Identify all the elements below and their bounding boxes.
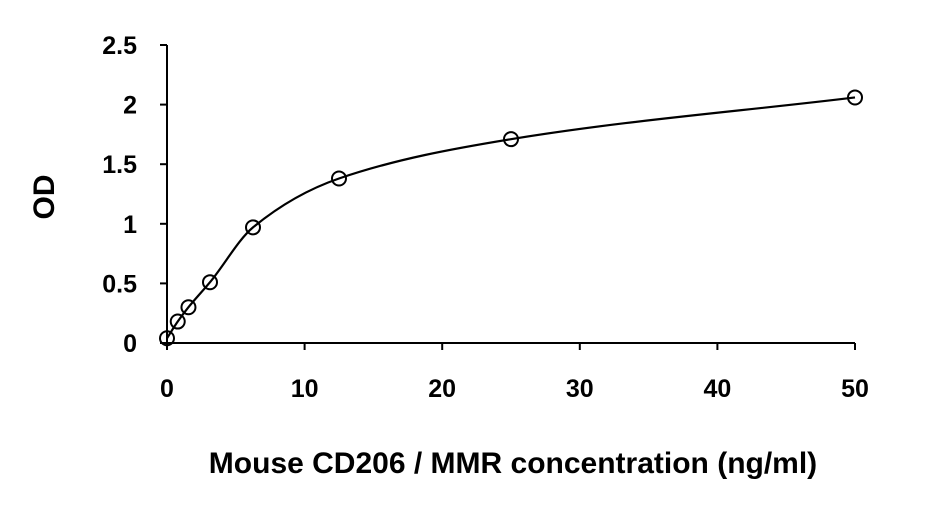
x-tick-label: 0 bbox=[160, 375, 174, 403]
data-point bbox=[202, 274, 218, 291]
data-point bbox=[503, 131, 519, 148]
y-tick-label: 1 bbox=[123, 211, 137, 239]
data-point bbox=[331, 170, 347, 187]
x-tick-label: 50 bbox=[841, 375, 869, 403]
fit-curve bbox=[166, 96, 856, 339]
x-tick-label: 10 bbox=[291, 375, 319, 403]
data-point bbox=[180, 299, 197, 316]
data-point bbox=[169, 313, 186, 330]
data-point bbox=[847, 89, 863, 106]
x-axis-ticks: 0 10 20 30 40 50 bbox=[160, 343, 869, 403]
x-tick-label: 30 bbox=[566, 375, 594, 403]
y-axis-ticks: 0 0.5 1 1.5 2 2.5 bbox=[102, 32, 167, 358]
y-tick-label: 0 bbox=[123, 330, 137, 358]
y-tick-label: 2 bbox=[123, 92, 137, 120]
x-axis-title: Mouse CD206 / MMR concentration (ng/ml) bbox=[209, 447, 817, 480]
data-points bbox=[159, 89, 863, 347]
axes bbox=[166, 45, 855, 344]
y-tick-label: 2.5 bbox=[102, 32, 137, 60]
data-point bbox=[245, 219, 261, 236]
x-tick-label: 20 bbox=[428, 375, 456, 403]
y-tick-label: 1.5 bbox=[102, 151, 137, 179]
y-tick-label: 0.5 bbox=[102, 270, 137, 298]
data-point bbox=[159, 330, 175, 347]
y-axis-title: OD bbox=[28, 175, 61, 220]
x-tick-label: 40 bbox=[703, 375, 731, 403]
